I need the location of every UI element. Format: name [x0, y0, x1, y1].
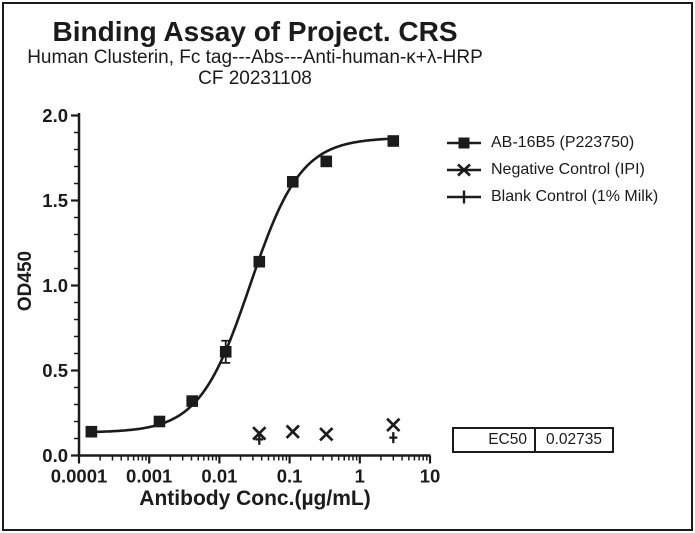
- svg-text:2.0: 2.0: [42, 105, 68, 126]
- ec50-value-cell: 0.02735: [545, 431, 603, 448]
- legend-marker-square-icon: [447, 137, 481, 148]
- legend: AB-16B5 (P223750) Negative Control (IPI)…: [446, 129, 658, 210]
- svg-text:10: 10: [420, 466, 441, 487]
- legend-marker-x-icon: [447, 163, 481, 176]
- ec50-label-cell: EC50: [454, 429, 536, 451]
- svg-text:0.01: 0.01: [201, 466, 237, 487]
- legend-marker-plus-icon: [447, 190, 481, 203]
- legend-item: Negative Control (IPI): [446, 156, 658, 183]
- legend-item: Blank Control (1% Milk): [446, 183, 658, 210]
- svg-text:0.0: 0.0: [42, 445, 68, 466]
- svg-text:1.5: 1.5: [42, 190, 68, 211]
- ec50-table: EC50 0.02735: [452, 427, 614, 453]
- chart-title: Binding Assay of Project. CRS: [52, 16, 458, 47]
- legend-item-label: Negative Control (IPI): [491, 160, 645, 178]
- y-axis-label: OD450: [15, 250, 36, 312]
- svg-text:1.0: 1.0: [42, 275, 68, 296]
- x-axis-label: Antibody Conc.(µg/mL): [139, 487, 371, 510]
- svg-text:0.5: 0.5: [42, 360, 68, 381]
- chart-subtitle: Human Clusterin, Fc tag---Abs---Anti-hum…: [27, 47, 483, 68]
- svg-text:1: 1: [355, 466, 365, 487]
- legend-item: AB-16B5 (P223750): [446, 129, 658, 156]
- svg-text:0.0001: 0.0001: [51, 466, 108, 487]
- legend-item-label: AB-16B5 (P223750): [491, 133, 635, 151]
- legend-item-label: Blank Control (1% Milk): [491, 187, 659, 205]
- chart-dateline: CF 20231108: [198, 68, 312, 89]
- svg-text:0.1: 0.1: [277, 466, 303, 487]
- svg-text:0.001: 0.001: [126, 466, 172, 487]
